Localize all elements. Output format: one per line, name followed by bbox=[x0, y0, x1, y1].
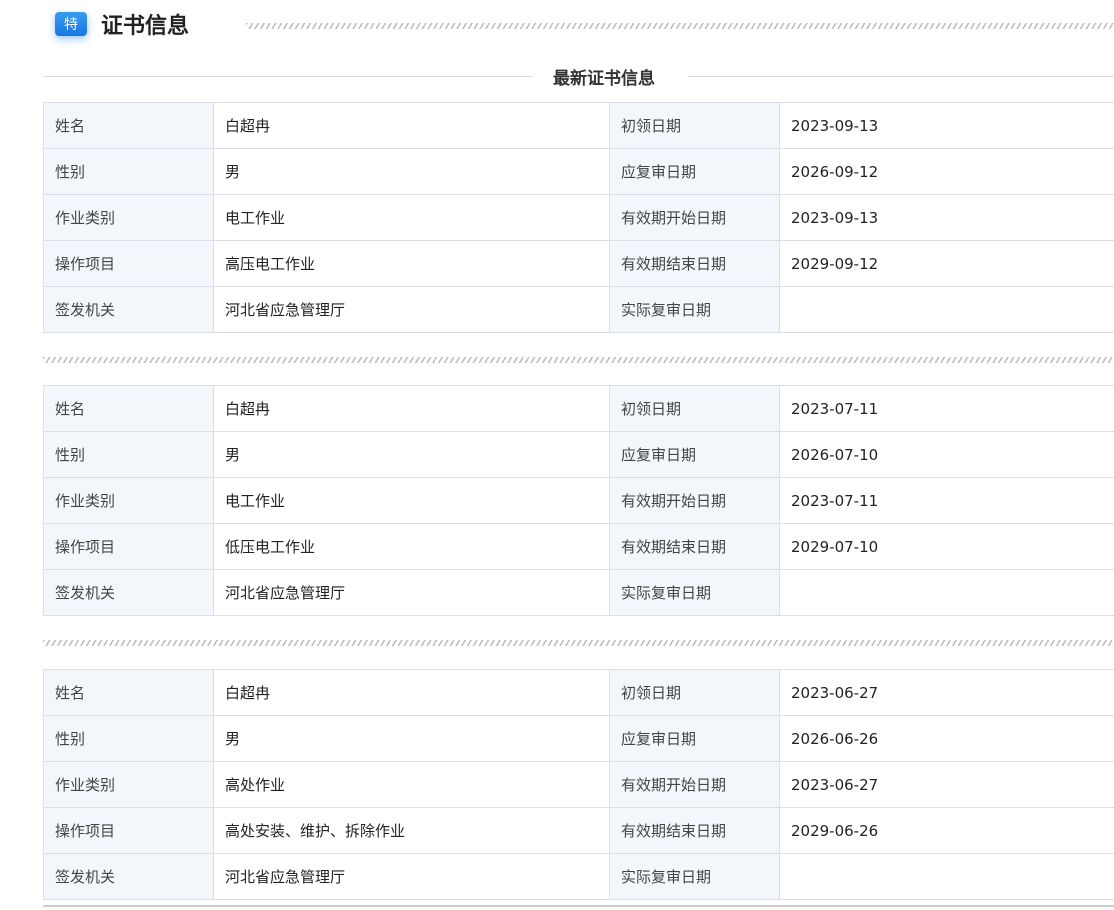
certificate-table: 姓名 白超冉 初领日期 2023-07-11 性别男应复审日期 2026-07-10 作业类… bbox=[43, 385, 1114, 616]
table-divider bbox=[43, 640, 1114, 646]
review_due-value: 2026-09-12 bbox=[779, 148, 1114, 195]
certificate-table: 姓名 白超冉 初领日期 2023-06-27 性别男应复审日期 2026-06-26 作业类… bbox=[43, 669, 1114, 900]
latest-cert-title: 最新证书信息 bbox=[553, 69, 655, 89]
name-value: 白超冉 bbox=[213, 102, 610, 149]
category-value: 电工作业 bbox=[213, 194, 610, 241]
table-row: 签发机关 河北省应急管理厅 实际复审日期 bbox=[43, 286, 1114, 333]
actual_review-value bbox=[779, 286, 1114, 333]
category-label: 作业类别 bbox=[43, 477, 214, 524]
valid_end-label: 有效期结束日期 bbox=[609, 240, 780, 287]
first_date-value: 2023-07-11 bbox=[779, 385, 1114, 432]
valid_start-label: 有效期开始日期 bbox=[609, 761, 780, 808]
first_date-label: 初领日期 bbox=[609, 669, 780, 716]
review_due-value: 2026-07-10 bbox=[779, 431, 1114, 478]
valid_start-label: 有效期开始日期 bbox=[609, 477, 780, 524]
table-row: 姓名 白超冉 初领日期 2023-07-11 bbox=[43, 385, 1114, 432]
actual_review-value bbox=[779, 853, 1114, 900]
gender-label: 性别 bbox=[43, 431, 214, 478]
gender-value: 男 bbox=[213, 715, 610, 762]
first_date-label: 初领日期 bbox=[609, 385, 780, 432]
item-label: 操作项目 bbox=[43, 807, 214, 854]
table-row: 签发机关 河北省应急管理厅 实际复审日期 bbox=[43, 569, 1114, 616]
category-value: 高处作业 bbox=[213, 761, 610, 808]
table-divider bbox=[43, 357, 1114, 363]
valid_start-value: 2023-07-11 bbox=[779, 477, 1114, 524]
issuer-label: 签发机关 bbox=[43, 853, 214, 900]
item-value: 高处安装、维护、拆除作业 bbox=[213, 807, 610, 854]
review_due-label: 应复审日期 bbox=[609, 431, 780, 478]
valid_end-value: 2029-07-10 bbox=[779, 523, 1114, 570]
table-row: 作业类别 高处作业 有效期开始日期 2023-06-27 bbox=[43, 761, 1114, 808]
review_due-label: 应复审日期 bbox=[609, 715, 780, 762]
actual_review-value bbox=[779, 569, 1114, 616]
name-label: 姓名 bbox=[43, 669, 214, 716]
table-row: 作业类别 电工作业 有效期开始日期 2023-07-11 bbox=[43, 477, 1114, 524]
issuer-value: 河北省应急管理厅 bbox=[213, 569, 610, 616]
category-value: 电工作业 bbox=[213, 477, 610, 524]
valid_start-value: 2023-06-27 bbox=[779, 761, 1114, 808]
category-label: 作业类别 bbox=[43, 761, 214, 808]
first_date-value: 2023-06-27 bbox=[779, 669, 1114, 716]
name-value: 白超冉 bbox=[213, 669, 610, 716]
valid_start-label: 有效期开始日期 bbox=[609, 194, 780, 241]
table-row: 操作项目 高压电工作业 有效期结束日期 2029-09-12 bbox=[43, 240, 1114, 287]
name-label: 姓名 bbox=[43, 102, 214, 149]
review_due-value: 2026-06-26 bbox=[779, 715, 1114, 762]
valid_end-value: 2029-09-12 bbox=[779, 240, 1114, 287]
issuer-label: 签发机关 bbox=[43, 569, 214, 616]
table-row: 操作项目 低压电工作业 有效期结束日期 2029-07-10 bbox=[43, 523, 1114, 570]
gender-value: 男 bbox=[213, 431, 610, 478]
table-row: 操作项目 高处安装、维护、拆除作业 有效期结束日期 2029-06-26 bbox=[43, 807, 1114, 854]
table-row: 性别男应复审日期 2026-07-10 bbox=[43, 431, 1114, 478]
table-row: 性别男应复审日期 2026-09-12 bbox=[43, 148, 1114, 195]
valid_end-label: 有效期结束日期 bbox=[609, 523, 780, 570]
table-row: 姓名 白超冉 初领日期 2023-09-13 bbox=[43, 102, 1114, 149]
valid_end-value: 2029-06-26 bbox=[779, 807, 1114, 854]
divider-line bbox=[43, 76, 533, 77]
valid_start-value: 2023-09-13 bbox=[779, 194, 1114, 241]
special-badge-icon: 特 bbox=[55, 12, 87, 36]
actual_review-label: 实际复审日期 bbox=[609, 286, 780, 333]
header-divider bbox=[246, 23, 1114, 29]
certificate-table: 姓名 白超冉 初领日期 2023-09-13 性别男应复审日期 2026-09-12 作业类… bbox=[43, 102, 1114, 333]
page-title: 证书信息 bbox=[101, 14, 190, 39]
issuer-value: 河北省应急管理厅 bbox=[213, 286, 610, 333]
issuer-value: 河北省应急管理厅 bbox=[213, 853, 610, 900]
valid_end-label: 有效期结束日期 bbox=[609, 807, 780, 854]
subtitle-row: 最新证书信息 bbox=[43, 64, 1114, 89]
table-row: 签发机关 河北省应急管理厅 实际复审日期 bbox=[43, 853, 1114, 900]
gender-value: 男 bbox=[213, 148, 610, 195]
review_due-label: 应复审日期 bbox=[609, 148, 780, 195]
section-header: 特 证书信息 bbox=[55, 8, 189, 40]
item-value: 高压电工作业 bbox=[213, 240, 610, 287]
divider-line bbox=[688, 76, 1114, 77]
issuer-label: 签发机关 bbox=[43, 286, 214, 333]
table-row: 姓名 白超冉 初领日期 2023-06-27 bbox=[43, 669, 1114, 716]
item-label: 操作项目 bbox=[43, 240, 214, 287]
name-label: 姓名 bbox=[43, 385, 214, 432]
gender-label: 性别 bbox=[43, 715, 214, 762]
actual_review-label: 实际复审日期 bbox=[609, 569, 780, 616]
table-row: 性别男应复审日期 2026-06-26 bbox=[43, 715, 1114, 762]
first_date-label: 初领日期 bbox=[609, 102, 780, 149]
item-value: 低压电工作业 bbox=[213, 523, 610, 570]
actual_review-label: 实际复审日期 bbox=[609, 853, 780, 900]
gender-label: 性别 bbox=[43, 148, 214, 195]
category-label: 作业类别 bbox=[43, 194, 214, 241]
name-value: 白超冉 bbox=[213, 385, 610, 432]
first_date-value: 2023-09-13 bbox=[779, 102, 1114, 149]
item-label: 操作项目 bbox=[43, 523, 214, 570]
bottom-border bbox=[43, 905, 1114, 907]
table-row: 作业类别 电工作业 有效期开始日期 2023-09-13 bbox=[43, 194, 1114, 241]
